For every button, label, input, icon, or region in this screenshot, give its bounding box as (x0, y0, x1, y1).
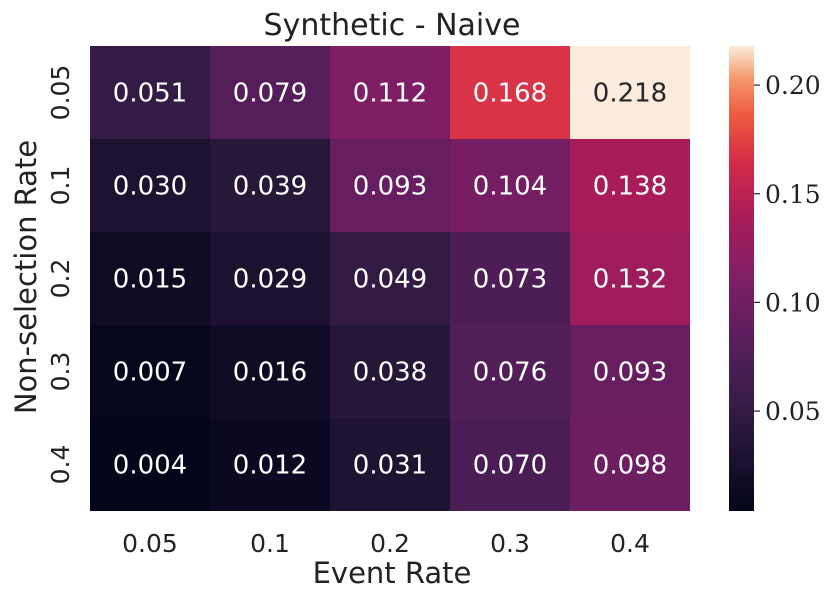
cell-value-label: 0.038 (353, 358, 427, 388)
y-tick-label: 0.1 (46, 166, 75, 206)
y-tick-labels: 0.05 0.1 0.2 0.3 0.4 (46, 65, 75, 485)
cell-value-label: 0.104 (473, 172, 547, 202)
cell-value-label: 0.138 (593, 172, 667, 202)
x-tick-labels: 0.05 0.1 0.2 0.3 0.4 (122, 529, 650, 558)
x-tick-label: 0.2 (370, 529, 410, 558)
cell-value-label: 0.007 (113, 358, 187, 388)
colorbar-tick-label: 0.05 (765, 397, 821, 426)
cell-value-label: 0.093 (353, 172, 427, 202)
heatmap-cell-r2-c4 (570, 232, 690, 325)
heatmap-cell-r1-c3 (450, 139, 570, 232)
cell-value-label: 0.030 (113, 172, 187, 202)
heatmap-cell-r1-c2 (330, 139, 450, 232)
heatmap-cell-r2-c0 (90, 232, 210, 325)
heatmap-cell-r1-c4 (570, 139, 690, 232)
cell-value-label: 0.049 (353, 265, 427, 295)
y-tick-label: 0.05 (46, 65, 75, 121)
cell-value-label: 0.098 (593, 451, 667, 481)
cell-value-label: 0.093 (593, 358, 667, 388)
heatmap-cell-r2-c1 (210, 232, 330, 325)
heatmap-cell-r3-c2 (330, 325, 450, 418)
y-tick-label: 0.4 (46, 445, 75, 485)
cell-value-label: 0.112 (353, 79, 427, 109)
y-tick-label: 0.3 (46, 352, 75, 392)
cell-value-label: 0.029 (233, 265, 307, 295)
cell-value-label: 0.004 (113, 451, 187, 481)
heatmap-cells: 0.051 0.079 0.112 0.168 0.218 0.030 0.039 0.093… (90, 46, 690, 511)
cell-value-label: 0.073 (473, 265, 547, 295)
heatmap-cell-r1-c1 (210, 139, 330, 232)
x-tick-label: 0.1 (250, 529, 290, 558)
cell-value-label: 0.168 (473, 79, 547, 109)
colorbar-tick-label: 0.20 (765, 71, 821, 100)
cell-value-label: 0.012 (233, 451, 307, 481)
x-tick-label: 0.3 (490, 529, 530, 558)
colorbar (729, 46, 754, 511)
heatmap-cell-r2-c2 (330, 232, 450, 325)
chart-title: Synthetic - Naive (264, 8, 521, 43)
cell-value-label: 0.016 (233, 358, 307, 388)
heatmap-cell-r0-c3 (450, 46, 570, 139)
cell-value-label: 0.015 (113, 265, 187, 295)
x-tick-label: 0.05 (122, 529, 178, 558)
cell-value-label: 0.079 (233, 79, 307, 109)
heatmap-cell-r3-c4 (570, 325, 690, 418)
heatmap-cell-r4-c2 (330, 418, 450, 511)
cell-value-label: 0.031 (353, 451, 427, 481)
cell-value-label: 0.076 (473, 358, 547, 388)
heatmap-cell-r0-c4 (570, 46, 690, 139)
heatmap-cell-r0-c0 (90, 46, 210, 139)
x-tick-label: 0.4 (610, 529, 650, 558)
heatmap-cell-r2-c3 (450, 232, 570, 325)
heatmap-cell-r3-c1 (210, 325, 330, 418)
cell-value-label: 0.070 (473, 451, 547, 481)
cell-value-label: 0.132 (593, 265, 667, 295)
heatmap-cell-r0-c1 (210, 46, 330, 139)
colorbar-tick-label: 0.10 (765, 288, 821, 317)
colorbar-ticks: 0.05 0.10 0.15 0.20 (754, 71, 821, 426)
heatmap-cell-r4-c0 (90, 418, 210, 511)
heatmap-cell-r1-c0 (90, 139, 210, 232)
cell-value-label: 0.218 (593, 79, 667, 109)
heatmap-cell-r4-c1 (210, 418, 330, 511)
y-axis-label: Non-selection Rate (9, 140, 43, 414)
colorbar-tick-label: 0.15 (765, 180, 821, 209)
y-tick-label: 0.2 (46, 259, 75, 299)
cell-value-label: 0.051 (113, 79, 187, 109)
heatmap-cell-r3-c3 (450, 325, 570, 418)
heatmap-cell-r4-c3 (450, 418, 570, 511)
x-axis-label: Event Rate (313, 556, 472, 590)
heatmap-cell-r0-c2 (330, 46, 450, 139)
cell-value-label: 0.039 (233, 172, 307, 202)
heatmap-cell-r4-c4 (570, 418, 690, 511)
heatmap-cell-r3-c0 (90, 325, 210, 418)
